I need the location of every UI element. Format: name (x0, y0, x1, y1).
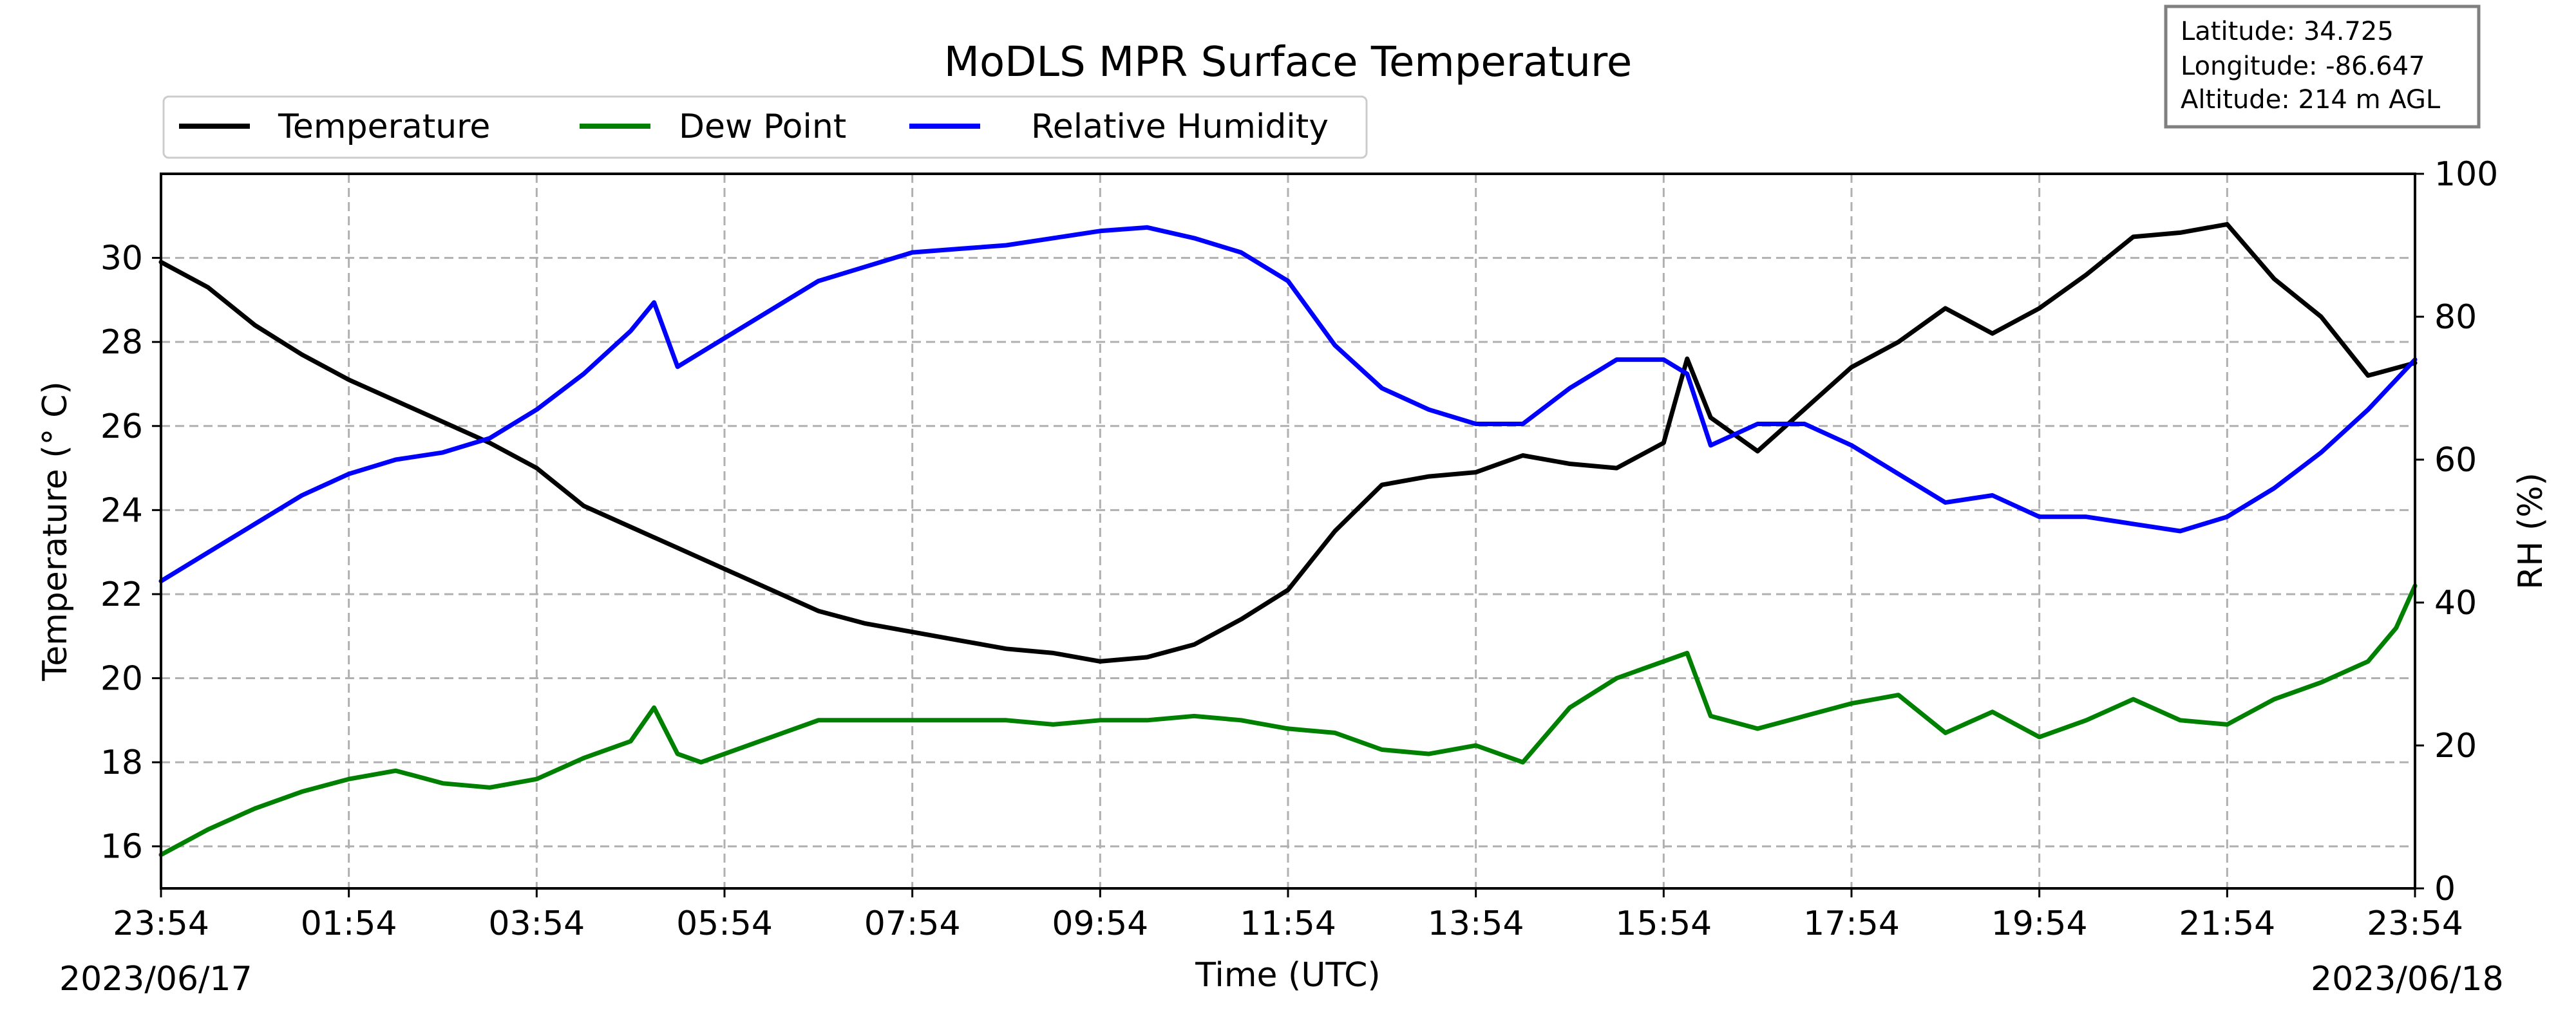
y-left-tick-label: 20 (100, 660, 143, 698)
legend-label-dew-point: Dew Point (679, 108, 846, 146)
x-tick-label: 03:54 (488, 904, 585, 943)
info-box-frame (2164, 5, 2481, 129)
y-axis-left-label: Temperature (° C) (36, 381, 75, 681)
legend-frame (162, 95, 1368, 159)
x-tick-label: 15:54 (1615, 904, 1712, 943)
plot-frame (160, 173, 2416, 890)
y-right-tick-label: 0 (2434, 870, 2456, 908)
y-right-tick-label: 20 (2434, 727, 2477, 765)
y-right-tick-label: 80 (2434, 298, 2477, 337)
x-tick-label: 19:54 (1991, 904, 2088, 943)
x-tick-label: 01:54 (301, 904, 397, 943)
grid (161, 174, 2415, 888)
longitude-text: Longitude: -86.647 (2181, 52, 2425, 81)
y-right-tick-label: 100 (2434, 155, 2498, 194)
y-left-tick-label: 22 (100, 576, 143, 614)
altitude-text: Altitude: 214 m AGL (2181, 85, 2441, 115)
x-tick-label: 11:54 (1240, 904, 1336, 943)
x-tick-label: 21:54 (2179, 904, 2275, 943)
series-line-dew-point (158, 583, 2418, 857)
y-left-tick-label: 24 (100, 491, 143, 530)
y-left-tick-label: 28 (100, 323, 143, 362)
y-left-tick-label: 18 (100, 744, 143, 782)
date-left-label: 2023/06/17 (59, 960, 252, 998)
series-layer (158, 221, 2418, 857)
latitude-text: Latitude: 34.725 (2181, 17, 2394, 46)
x-tick-label: 05:54 (676, 904, 773, 943)
y-left-tick-label: 16 (100, 828, 143, 866)
series-line-relative-humidity (158, 225, 2418, 584)
x-tick-label: 07:54 (864, 904, 961, 943)
y-right-tick-label: 40 (2434, 584, 2477, 623)
ticks-layer: 23:54 01:54 03:54 05:54 07:54 09:54 11:54 13:54… (100, 155, 2498, 943)
x-tick-label: 13:54 (1428, 904, 1524, 943)
y-left-tick-label: 30 (100, 239, 143, 278)
legend-label-relative-humidity: Relative Humidity (1031, 108, 1329, 146)
legend-label-temperature: Temperature (278, 108, 490, 146)
x-tick-label: 17:54 (1803, 904, 1900, 943)
x-axis-label: Time (UTC) (1195, 956, 1380, 995)
x-tick-label: 09:54 (1052, 904, 1148, 943)
y-axis-right-label: RH (%) (2512, 473, 2550, 590)
chart-title: MoDLS MPR Surface Temperature (944, 39, 1632, 86)
y-left-tick-label: 26 (100, 407, 143, 446)
legend: Temperature Dew Point Relative Humidity (162, 95, 1368, 159)
x-tick-label: 23:54 (113, 904, 209, 943)
location-info-box: Latitude: 34.725 Longitude: -86.647 Alti… (2164, 5, 2481, 129)
x-tick-label: 23:54 (2367, 904, 2463, 943)
date-right-label: 2023/06/18 (2311, 960, 2504, 998)
series-line-temperature (158, 221, 2418, 664)
y-right-tick-label: 60 (2434, 441, 2477, 480)
